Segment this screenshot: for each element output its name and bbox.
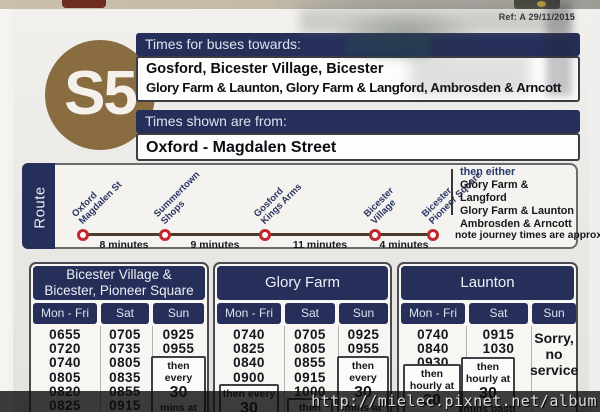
times-sun: 0925 0955: [347, 327, 380, 357]
route-stop-dot: [159, 229, 171, 241]
times-sat: 0915 1030: [482, 327, 515, 357]
column-header-sun: Sun: [532, 303, 576, 324]
column-separator: [531, 326, 532, 412]
ref-label: Ref: A 29/11/2015: [498, 12, 575, 22]
segment-time: 11 minutes: [292, 239, 348, 251]
from-header-bar: Times shown are from:: [136, 110, 580, 133]
segment-time: 9 minutes: [190, 239, 240, 251]
table-bicester-village-title: Bicester Village & Bicester, Pioneer Squ…: [33, 266, 205, 300]
route-note: note journey times are approx: [455, 230, 600, 241]
then-either-option: Ambrosden & Arncott: [460, 218, 572, 230]
column-header-sun: Sun: [153, 303, 204, 324]
destinations-line2: Glory Farm & Launton, Glory Farm & Langf…: [146, 80, 562, 95]
route-divider: [451, 169, 453, 215]
route-stop-dot: [427, 229, 439, 241]
watermark-bar: http://mielec.pixnet.net/album: [0, 391, 600, 412]
times-sat: 0705 0805 0855 0915 1000: [294, 327, 326, 398]
then-either-block: then either Glory Farm & Langford Glory …: [460, 166, 576, 231]
route-stop-dot: [77, 229, 89, 241]
segment-time: 8 minutes: [99, 239, 149, 251]
table-launton-title: Launton: [401, 266, 574, 300]
times-sun: 0925 0955: [162, 327, 195, 357]
towards-header-bar: Times for buses towards:: [136, 33, 580, 56]
then-either-option: Glory Farm & Launton: [460, 205, 574, 217]
column-header-monfri: Mon - Fri: [33, 303, 97, 324]
route-line: [83, 233, 433, 236]
times-monfri: 0740 0825 0840 0900: [233, 327, 265, 385]
photo-top-edge: [0, 0, 600, 9]
segment-time: 4 minutes: [379, 239, 429, 251]
times-sat: 0705 0735 0805 0835 0855 0915: [109, 327, 141, 412]
column-header-monfri: Mon - Fri: [217, 303, 281, 324]
destinations-box: Gosford, Bicester Village, Bicester Glor…: [136, 56, 580, 102]
route-stop-dot: [369, 229, 381, 241]
column-header-monfri: Mon - Fri: [401, 303, 465, 324]
route-stop-dot: [259, 229, 271, 241]
table-glory-farm-title: Glory Farm: [217, 266, 388, 300]
route-panel-tab: Route: [22, 163, 55, 249]
column-separator: [100, 326, 101, 412]
then-either-title: then either: [460, 166, 516, 178]
destinations-line1: Gosford, Bicester Village, Bicester: [146, 61, 384, 77]
then-either-option: Glory Farm & Langford: [460, 179, 529, 204]
column-header-sat: Sat: [469, 303, 528, 324]
column-header-sat: Sat: [285, 303, 335, 324]
origin-box: Oxford - Magdalen Street: [136, 133, 580, 161]
sun-no-service-message: Sorry, no service: [530, 330, 579, 378]
route-panel-label: Route: [31, 186, 49, 229]
column-separator: [284, 326, 285, 412]
reflection-gold: [537, 1, 546, 7]
reflection-maroon: [62, 0, 106, 8]
watermark-url: http://mielec.pixnet.net/album: [311, 392, 597, 410]
column-header-sun: Sun: [339, 303, 388, 324]
column-header-sat: Sat: [101, 303, 149, 324]
